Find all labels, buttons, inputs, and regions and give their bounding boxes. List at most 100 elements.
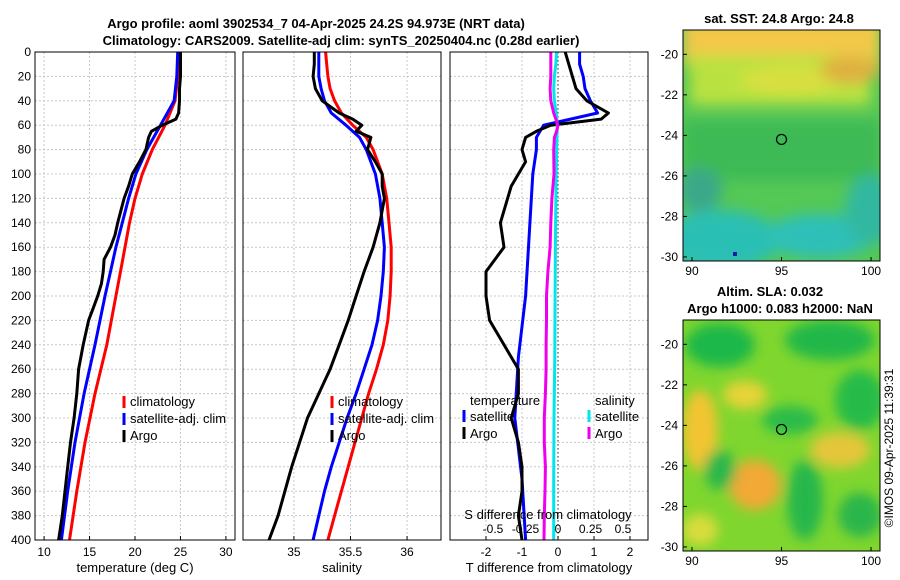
series-line-satellite-adj-clim	[59, 52, 180, 540]
y-tick-label: 260	[11, 362, 31, 376]
y-tick-label: 20	[18, 69, 32, 83]
x-tick-label: 1	[591, 545, 598, 559]
x-tick-label: 35	[287, 545, 301, 559]
s-tick-label: -0.5	[483, 522, 504, 536]
legend-satellite-label: satellite-adj. clim	[338, 411, 434, 426]
figure-title-line1: Argo profile: aoml 3902534_7 04-Apr-2025…	[107, 16, 525, 31]
x-tick-label: 25	[174, 545, 188, 559]
y-tick-label: 180	[11, 265, 31, 279]
difference-legend: temperature satellite Argo salinity sate…	[462, 393, 639, 441]
x-tick-label: 0	[555, 545, 562, 559]
sst-map-image	[683, 30, 880, 261]
y-tick-label: 160	[11, 240, 31, 254]
map-y-tick-label: -20	[661, 337, 679, 351]
series-line-argo	[267, 52, 386, 540]
series-line-s-satellite	[552, 52, 559, 540]
legend-argo-label: Argo	[130, 428, 157, 443]
sla-map-image	[683, 320, 880, 551]
legend-s-argo-label: Argo	[595, 426, 622, 441]
y-tick-label: 220	[11, 313, 31, 327]
map-y-tick-label: -26	[661, 169, 679, 183]
sst-map-title: sat. SST: 24.8 Argo: 24.8	[704, 11, 854, 26]
map-y-tick-label: -28	[661, 499, 679, 513]
map-x-tick-label: 90	[685, 554, 699, 568]
x-tick-label: 36	[400, 545, 414, 559]
y-tick-label: 320	[11, 435, 31, 449]
map-x-tick-label: 100	[861, 554, 881, 568]
map-y-tick-label: -22	[661, 88, 679, 102]
y-tick-label: 240	[11, 338, 31, 352]
series-line-t-argo	[484, 52, 610, 540]
sla-map-title-2: Argo h1000: 0.083 h2000: NaN	[687, 301, 873, 316]
argo-location-marker	[775, 423, 788, 436]
s-tick-label: 0.25	[579, 522, 603, 536]
figure-title-line2: Climatology: CARS2009. Satellite-adj cli…	[103, 33, 580, 48]
argo-location-marker	[775, 133, 788, 146]
x-tick-label: 15	[83, 545, 97, 559]
y-tick-label: 0	[24, 45, 31, 59]
y-tick-label: 280	[11, 387, 31, 401]
sla-map-title-1: Altim. SLA: 0.032	[717, 284, 823, 299]
map-x-tick-label: 90	[685, 264, 699, 278]
map-y-tick-label: -24	[661, 418, 679, 432]
plot-frame	[242, 51, 442, 541]
legend-argo-label: Argo	[338, 428, 365, 443]
y-tick-label: 380	[11, 509, 31, 523]
x-tick-label: 20	[128, 545, 142, 559]
series-line-t-satellite	[513, 52, 600, 540]
s-difference-axis-label: S difference from climatology	[464, 507, 632, 522]
map-x-tick-label: 95	[775, 264, 789, 278]
plot-frame	[449, 51, 649, 541]
s-tick-label: 0.5	[615, 522, 632, 536]
map-x-tick-label: 95	[775, 554, 789, 568]
legend-s-satellite-label: satellite	[595, 409, 639, 424]
series-line-climatology	[324, 52, 393, 540]
legend-temperature-title: temperature	[470, 393, 540, 408]
map-y-tick-label: -28	[661, 209, 679, 223]
s-tick-label: 0	[555, 522, 562, 536]
legend-t-argo-label: Argo	[470, 426, 497, 441]
x-tick-label: -2	[481, 545, 492, 559]
series-line-satellite-adj-clim	[311, 52, 386, 540]
x-tick-label: 30	[219, 545, 233, 559]
difference-profile-panel: -2 -1 0 1 2T difference from climatology	[449, 51, 649, 575]
series-line-s-argo	[542, 52, 560, 540]
salinity-profile-panel: 35 35.5 36 salinity	[242, 51, 442, 575]
map-y-tick-label: -30	[661, 250, 679, 264]
x-tick-label: 35.5	[339, 545, 363, 559]
x-tick-label: 2	[627, 545, 634, 559]
sst-map-ticks: 90 95 100 -20 -22 -24 -26 -28 -30	[661, 47, 882, 278]
y-tick-label: 400	[11, 533, 31, 547]
y-tick-label: 200	[11, 289, 31, 303]
map-y-tick-label: -20	[661, 47, 679, 61]
legend-t-satellite-label: satellite	[470, 409, 514, 424]
x-tick-label: 10	[37, 545, 51, 559]
imos-credit: ©IMOS 09-Apr-2025 11:39:31	[882, 368, 896, 527]
y-tick-label: 300	[11, 411, 31, 425]
y-tick-label: 40	[18, 94, 32, 108]
s-tick-label: -0.25	[512, 522, 540, 536]
y-tick-label: 80	[18, 143, 32, 157]
y-tick-label: 140	[11, 216, 31, 230]
series-line-climatology	[68, 52, 181, 540]
x-axis-label: temperature (deg C)	[76, 560, 193, 575]
legend-climatology-label: climatology	[338, 394, 404, 409]
map-y-tick-label: -26	[661, 459, 679, 473]
legend-satellite-label: satellite-adj. clim	[130, 411, 226, 426]
s-difference-ticks: -0.5 -0.25 0 0.25 0.5	[483, 522, 632, 536]
map-y-tick-label: -30	[661, 540, 679, 554]
map-y-tick-label: -24	[661, 128, 679, 142]
map-x-tick-label: 100	[861, 264, 881, 278]
legend-climatology-label: climatology	[130, 394, 196, 409]
y-tick-label: 120	[11, 191, 31, 205]
map-y-tick-label: -22	[661, 378, 679, 392]
x-axis-label: salinity	[322, 560, 362, 575]
temperature-legend: climatology satellite-adj. clim Argo	[122, 394, 226, 443]
x-tick-label: -1	[517, 545, 528, 559]
temperature-profile-panel: 10 15 20 25 30 temperature (deg C) 0 20 40 60 80 10…	[11, 45, 236, 575]
series-line-argo	[57, 52, 182, 540]
y-tick-label: 340	[11, 460, 31, 474]
y-tick-label: 100	[11, 167, 31, 181]
legend-salinity-title: salinity	[595, 393, 635, 408]
